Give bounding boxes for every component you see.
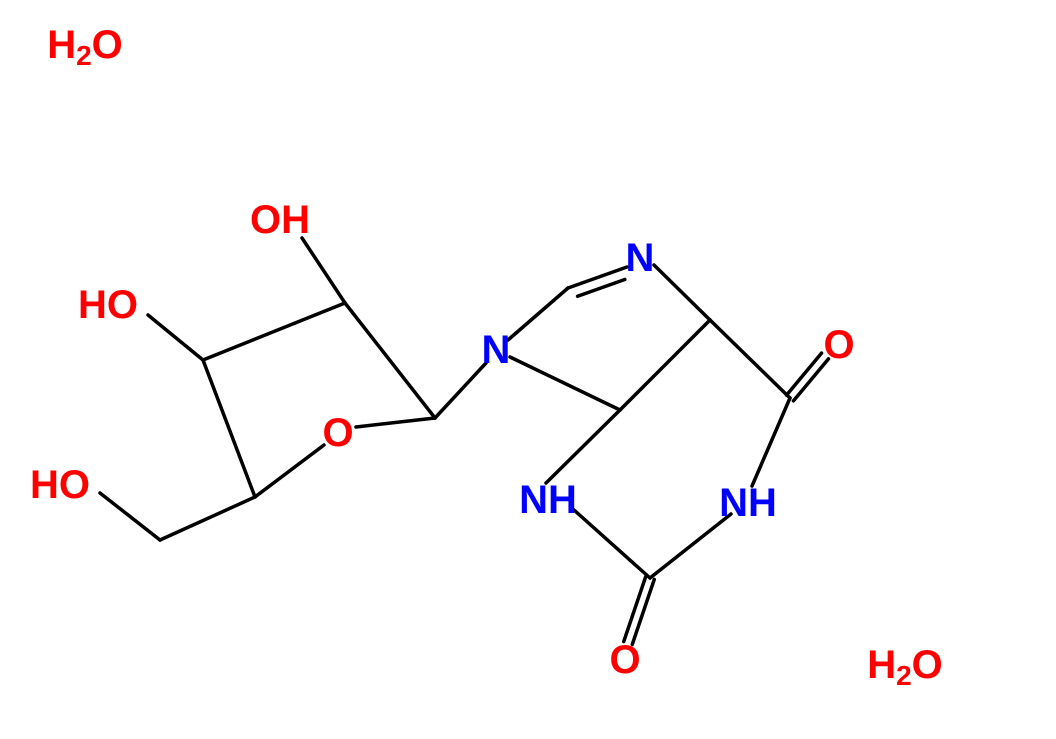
svg-text:NH: NH bbox=[519, 478, 577, 522]
svg-text:N: N bbox=[482, 328, 511, 372]
bonds-group bbox=[100, 238, 828, 644]
svg-text:H2O: H2O bbox=[47, 23, 123, 71]
molecule-diagram: H2O H2O O OH HO HO N N O O NH NH bbox=[0, 0, 1056, 739]
svg-text:OH: OH bbox=[250, 198, 310, 242]
svg-text:NH: NH bbox=[719, 481, 777, 525]
svg-text:HO: HO bbox=[30, 463, 90, 507]
svg-text:H2O: H2O bbox=[867, 643, 943, 691]
svg-text:O: O bbox=[609, 638, 640, 682]
svg-text:O: O bbox=[322, 411, 353, 455]
labels-group: H2O H2O O OH HO HO N N O O NH NH bbox=[30, 23, 943, 691]
svg-text:N: N bbox=[626, 236, 655, 280]
svg-text:O: O bbox=[823, 323, 854, 367]
svg-text:HO: HO bbox=[78, 283, 138, 327]
